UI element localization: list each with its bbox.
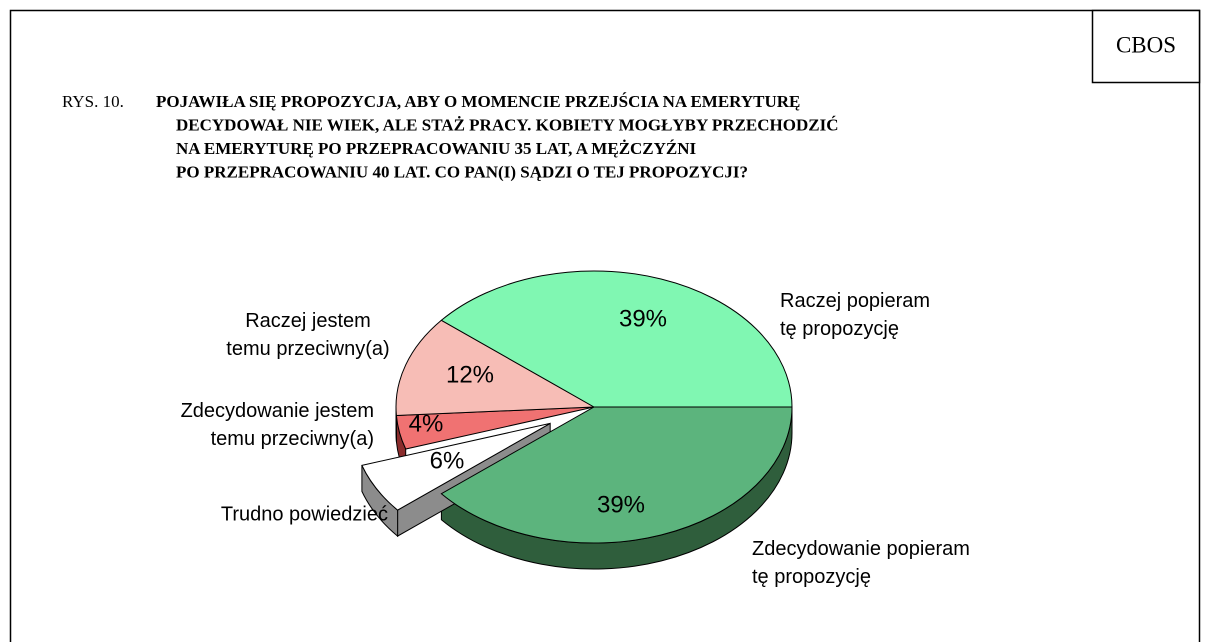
category-label: Zdecydowanie jestem temu przeciwny(a)	[181, 400, 374, 450]
category-label: Raczej popieram tę propozycję	[780, 290, 930, 340]
slice	[440, 406, 793, 544]
slice	[440, 270, 793, 408]
slice	[395, 319, 596, 417]
slice	[361, 422, 551, 511]
value-label: 39%	[597, 491, 645, 518]
value-label: 12%	[446, 361, 494, 388]
value-label: 39%	[619, 305, 667, 332]
category-label: Zdecydowanie popieram tę propozycję	[752, 538, 970, 588]
pie: 39% Zdecydowanie popieram tę propozycję 6% T…	[181, 270, 970, 588]
value-label: 6%	[430, 447, 465, 474]
frame	[9, 9, 1201, 642]
header: CBOS	[1116, 32, 1176, 57]
figure-label: RYS. 10.	[62, 92, 124, 111]
chart-title: POJAWIŁA SIĘ PROPOZYCJA, ABY O MOMENCIE …	[156, 92, 839, 182]
header-box	[1091, 9, 1201, 84]
category-label: Trudno powiedzieć	[221, 503, 388, 525]
value-label: 4%	[409, 410, 444, 437]
category-label: Raczej jestem temu przeciwny(a)	[226, 310, 389, 360]
